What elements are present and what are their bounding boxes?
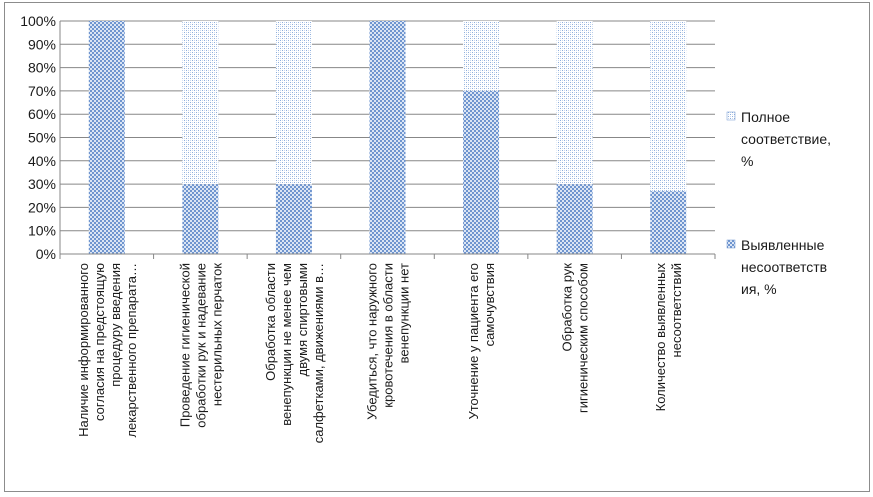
x-category-label: обработки рук и надевание [193,263,208,428]
bar-segment-nonconformity [369,21,406,254]
bar-segment-nonconformity [463,90,500,255]
x-category-label: Количество выявленных [653,263,668,412]
y-tick-label: 70% [28,83,56,99]
x-category-label: Убедиться, что наружного [365,263,380,420]
bar-segment-nonconformity [182,184,219,254]
legend-swatch [726,239,736,249]
bar-segment-nonconformity [275,184,312,254]
bar-segment-nonconformity [88,21,125,254]
x-category-label: Наличие информированного [76,263,91,437]
bar-segment-nonconformity [650,191,687,254]
legend-label: Выявленные [741,237,825,253]
y-tick-label: 20% [28,199,56,215]
x-category-label: согласия на предстоящую [92,263,107,421]
y-tick-label: 60% [28,106,56,122]
y-tick-label: 90% [28,36,56,52]
y-tick-label: 0% [36,246,56,262]
x-category-label: двумя спиртовыми [295,263,310,376]
y-tick-label: 30% [28,176,56,192]
x-category-label: Проведение гигиенической [177,263,192,427]
bar-segment-full-compliance [556,21,593,185]
x-category-label: самочувствия [482,263,497,346]
x-category-label: лекарственного препарата… [124,263,139,438]
y-tick-label: 50% [28,130,56,146]
legend-label: несоответств [741,259,827,275]
x-category-label: несоответствий [669,263,684,357]
chart-frame [4,2,870,492]
x-category-label: салфетками, движениями в… [311,263,326,443]
x-category-label: процедуру введения [108,263,123,387]
bar-segment-full-compliance [182,21,219,185]
legend-label: ия, % [741,281,777,297]
legend-label: Полное [741,109,790,125]
x-category-label: Обработка рук [560,263,575,352]
x-category-label: венепункции нет [397,263,412,363]
legend-label: соответствие, [741,131,831,147]
bar-segment-nonconformity [556,184,593,254]
x-category-label: кровотечения в области [381,263,396,408]
y-tick-label: 40% [28,153,56,169]
bar-segment-full-compliance [650,21,687,192]
legend-label: % [741,153,753,169]
y-tick-label: 100% [20,13,56,29]
legend-swatch [726,111,736,121]
x-category-label: венепункции не менее чем [279,263,294,426]
y-tick-label: 10% [28,223,56,239]
y-tick-label: 80% [28,60,56,76]
x-category-label: нестерильных перчаток [209,263,224,406]
x-category-label: Уточнение у пациента его [466,263,481,420]
x-category-label: гигиеническим способом [576,263,591,413]
x-category-label: Обработка области [263,263,278,381]
bar-segment-full-compliance [275,21,312,185]
bar-segment-full-compliance [463,21,500,91]
